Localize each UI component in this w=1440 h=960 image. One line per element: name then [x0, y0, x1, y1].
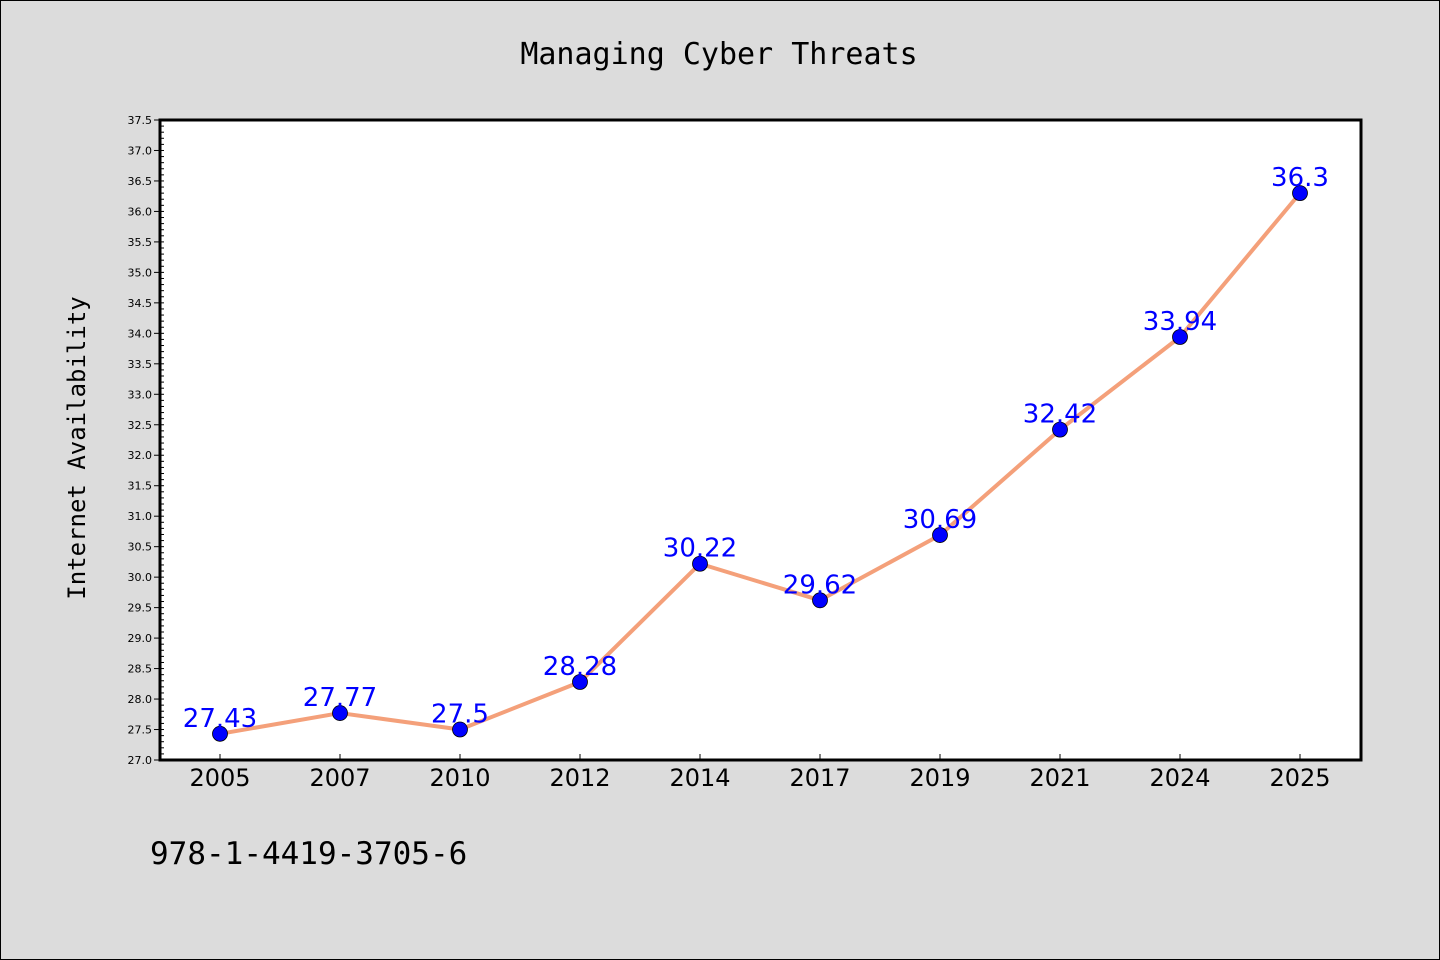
x-axis: 2005 2007 2010 2012 2014 2017 2019 2021 2024 2025: [189, 754, 1331, 792]
x-tick-label: 2010: [429, 764, 490, 792]
data-label: 33.94: [1143, 307, 1217, 337]
y-axis: 27.0 27.5 28.0 28.5 29.0 29.5 30.0 30.5 31.0 31.5…: [128, 114, 164, 767]
data-label: 28.28: [543, 652, 617, 682]
y-tick-label: 36.0: [128, 205, 153, 218]
y-tick-label: 29.5: [128, 602, 153, 615]
y-tick-label: 37.0: [128, 144, 153, 157]
data-point-marker: [572, 674, 588, 690]
y-tick-label: 33.0: [128, 388, 153, 401]
x-tick-label: 2017: [789, 764, 850, 792]
data-label: 27.77: [303, 683, 377, 713]
data-label: 30.69: [903, 505, 977, 535]
x-tick-label: 2021: [1029, 764, 1090, 792]
data-labels: 27.43 27.77 27.5 28.28 30.22 29.62 30.69 32.42 3…: [183, 163, 1329, 734]
y-tick-label: 28.0: [128, 693, 153, 706]
data-point-marker: [1292, 185, 1308, 202]
y-tick-label: 35.5: [128, 236, 153, 249]
data-point-marker: [452, 721, 468, 738]
data-point-marker: [692, 555, 708, 572]
series-line: [212, 185, 1308, 742]
x-tick-label: 2024: [1149, 764, 1210, 792]
data-label: 36.3: [1271, 163, 1329, 193]
y-tick-label: 27.5: [128, 724, 153, 737]
y-tick-label: 28.5: [128, 663, 153, 676]
data-label: 27.43: [183, 704, 257, 734]
data-label: 32.42: [1023, 400, 1097, 430]
x-tick-label: 2012: [549, 764, 610, 792]
data-point-marker: [812, 592, 828, 609]
x-tick-label: 2005: [189, 764, 250, 792]
x-tick-label: 2007: [309, 764, 370, 792]
x-tick-label: 2014: [669, 764, 730, 792]
chart-title: Managing Cyber Threats: [520, 37, 917, 72]
plot-area: [158, 118, 1363, 762]
y-tick-label: 27.0: [128, 754, 153, 767]
data-point-marker: [932, 527, 948, 543]
data-point-marker: [332, 705, 348, 721]
y-tick-label: 34.0: [128, 327, 153, 340]
y-tick-label: 31.5: [128, 480, 153, 493]
data-point-marker: [1172, 329, 1188, 345]
y-tick-label: 36.5: [128, 175, 153, 188]
y-tick-label: 32.5: [128, 419, 153, 432]
y-tick-label: 32.0: [128, 449, 153, 462]
x-tick-label: 2025: [1269, 764, 1330, 792]
y-tick-label: 31.0: [128, 510, 153, 523]
x-tick-label: 2019: [909, 764, 970, 792]
data-label: 27.5: [431, 700, 489, 730]
footnote-isbn: 978-1-4419-3705-6: [150, 836, 467, 872]
y-tick-label: 37.5: [128, 114, 153, 127]
y-axis-label: Internet Availability: [63, 296, 91, 599]
series-polyline: [218, 191, 1302, 736]
y-tick-label: 30.5: [128, 541, 153, 554]
data-point-marker: [1052, 421, 1068, 438]
y-tick-label: 33.5: [128, 358, 153, 371]
data-label: 29.62: [783, 570, 857, 600]
y-tick-label: 34.5: [128, 297, 153, 310]
data-point-marker: [212, 725, 228, 742]
y-tick-label: 35.0: [128, 266, 153, 279]
y-tick-label: 30.0: [128, 571, 153, 584]
y-tick-label: 29.0: [128, 632, 153, 645]
data-label: 30.22: [663, 534, 737, 564]
